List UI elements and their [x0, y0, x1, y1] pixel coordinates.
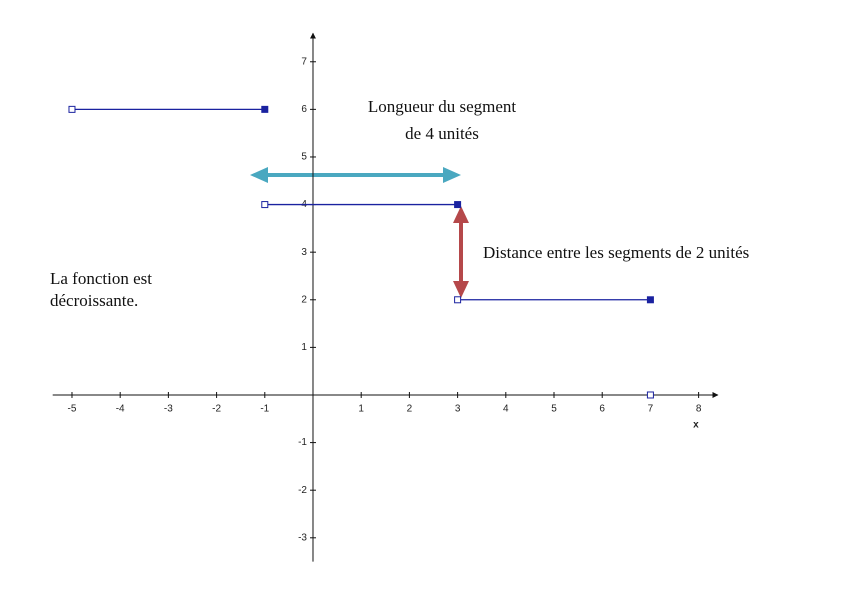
x-tick-label: 8 [696, 404, 702, 415]
x-tick-label: -4 [116, 404, 125, 415]
y-tick-label: 7 [301, 56, 307, 67]
y-tick-label: 3 [301, 247, 307, 258]
x-tick-label: -2 [212, 404, 221, 415]
x-tick-label: 4 [503, 404, 509, 415]
y-tick-label: 6 [301, 104, 307, 115]
annotation: La fonction est [50, 269, 152, 288]
y-tick-label: -2 [298, 485, 307, 496]
open-endpoint [454, 296, 462, 304]
y-tick-label: 5 [301, 152, 307, 163]
open-endpoint [68, 105, 76, 113]
x-tick-label: 3 [455, 404, 461, 415]
length-arrow [250, 167, 461, 183]
open-endpoint [646, 391, 654, 399]
distance-arrow [453, 206, 469, 298]
x-tick-label: -1 [260, 404, 269, 415]
y-tick-label: -1 [298, 437, 307, 448]
closed-endpoint [261, 105, 269, 113]
closed-endpoint [454, 201, 462, 209]
annotation: Longueur du segment [368, 97, 517, 116]
y-tick-label: 1 [301, 342, 307, 353]
x-tick-label: 1 [358, 404, 364, 415]
annotation: Distance entre les segments de 2 unités [483, 243, 749, 262]
x-tick-label: 2 [407, 404, 413, 415]
annotation: de 4 unités [405, 124, 479, 143]
y-tick-label: 2 [301, 294, 307, 305]
annotation: décroissante. [50, 291, 138, 310]
closed-endpoint [646, 296, 654, 304]
x-tick-label: 7 [648, 404, 654, 415]
y-tick-label: -3 [298, 532, 307, 543]
open-endpoint [261, 201, 269, 209]
x-tick-label: -3 [164, 404, 173, 415]
x-tick-label: -5 [68, 404, 77, 415]
x-tick-label: 6 [599, 404, 605, 415]
x-tick-label: 5 [551, 404, 557, 415]
x-axis-label: x [693, 420, 699, 431]
